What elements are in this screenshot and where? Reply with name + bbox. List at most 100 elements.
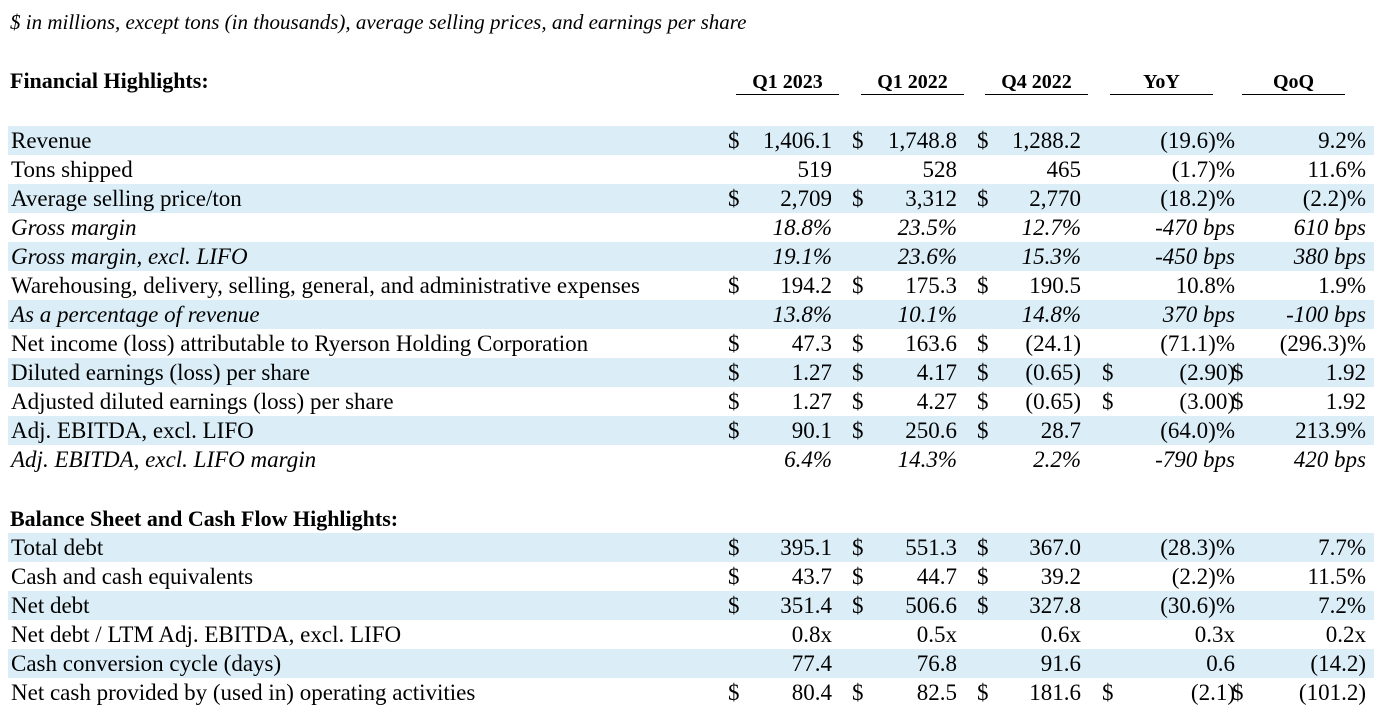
cell-value: 28.7	[1040, 418, 1081, 443]
dollar-sign: $	[977, 680, 989, 705]
col-header-q1-2022: Q1 2022	[861, 70, 964, 95]
table-row: Net debt / LTM Adj. EBITDA, excl. LIFO 0.…	[8, 620, 1374, 649]
cell-value: 181.6	[1029, 680, 1081, 705]
cell-value: 4.27	[916, 389, 957, 414]
cell-value: 380 bps	[1293, 244, 1366, 269]
dollar-sign: $	[852, 186, 864, 211]
row-label: Adj. EBITDA, excl. LIFO	[11, 418, 254, 443]
dollar-sign: $	[852, 418, 864, 443]
cell-value: 23.6%	[897, 244, 957, 269]
row-label: Tons shipped	[11, 157, 133, 182]
dollar-sign: $	[728, 680, 740, 705]
cell-value: 80.4	[791, 680, 832, 705]
cell-value: 1,288.2	[1012, 128, 1081, 153]
cell-value: 519	[797, 157, 833, 182]
table-row: Total debt $395.1 $551.3 $367.0 (28.3)% 7.7%	[8, 533, 1374, 562]
row-label: Gross margin, excl. LIFO	[11, 244, 248, 269]
cell-value: 175.3	[905, 273, 957, 298]
cell-value: 2,770	[1029, 186, 1081, 211]
cell-value: 528	[922, 157, 958, 182]
dollar-sign: $	[728, 360, 740, 385]
cell-value: (296.3)%	[1279, 331, 1366, 356]
row-label: Net cash provided by (used in) operating…	[11, 680, 476, 705]
cell-value: (3.00)	[1179, 389, 1235, 414]
table-row: Adj. EBITDA, excl. LIFO margin 6.4% 14.3% 2…	[8, 445, 1374, 474]
cell-value: 76.8	[916, 651, 957, 676]
cell-value: 14.3%	[897, 447, 957, 472]
cell-value: (18.2)%	[1160, 186, 1235, 211]
cell-value: 367.0	[1029, 535, 1081, 560]
dollar-sign: $	[1232, 680, 1244, 705]
dollar-sign: $	[852, 535, 864, 560]
row-label: Cash and cash equivalents	[11, 564, 254, 589]
cell-value: 1.27	[791, 360, 832, 385]
cell-value: 91.6	[1040, 651, 1081, 676]
table-row: Adjusted diluted earnings (loss) per sha…	[8, 387, 1374, 416]
row-label: Adjusted diluted earnings (loss) per sha…	[11, 389, 394, 414]
dollar-sign: $	[728, 128, 740, 153]
cell-value: (2.2)%	[1171, 564, 1235, 589]
cell-value: (2.1)	[1190, 680, 1235, 705]
cell-value: -100 bps	[1286, 302, 1366, 327]
cell-value: -470 bps	[1155, 215, 1235, 240]
cell-value: 18.8%	[772, 215, 832, 240]
row-label: Net debt / LTM Adj. EBITDA, excl. LIFO	[11, 622, 402, 647]
table-row: Net income (loss) attributable to Ryerso…	[8, 329, 1374, 358]
cell-value: 13.8%	[772, 302, 832, 327]
table-row: As a percentage of revenue 13.8% 10.1% 14.8…	[8, 300, 1374, 329]
table-row: Warehousing, delivery, selling, general,…	[8, 271, 1374, 300]
cell-value: 11.6%	[1307, 157, 1366, 182]
cell-value: 213.9%	[1295, 418, 1366, 443]
cell-value: 194.2	[780, 273, 832, 298]
cell-value: 0.5x	[916, 622, 957, 647]
cell-value: 7.7%	[1318, 535, 1366, 560]
cell-value: 15.3%	[1021, 244, 1081, 269]
cell-value: 7.2%	[1318, 593, 1366, 618]
row-label: Revenue	[11, 128, 92, 153]
dollar-sign: $	[728, 186, 740, 211]
cell-value: 4.17	[916, 360, 957, 385]
cell-value: 551.3	[905, 535, 957, 560]
col-header-yoy: YoY	[1110, 70, 1213, 95]
dollar-sign: $	[1232, 389, 1244, 414]
cell-value: -790 bps	[1155, 447, 1235, 472]
cell-value: 1.9%	[1318, 273, 1366, 298]
dollar-sign: $	[728, 418, 740, 443]
cell-value: 190.5	[1029, 273, 1081, 298]
cell-value: (71.1)%	[1160, 331, 1235, 356]
dollar-sign: $	[977, 535, 989, 560]
cell-value: 420 bps	[1293, 447, 1366, 472]
dollar-sign: $	[1102, 680, 1114, 705]
cell-value: (24.1)	[1025, 331, 1081, 356]
col-header-qoq: QoQ	[1242, 70, 1345, 95]
table-row: Average selling price/ton $2,709 $3,312 $2,…	[8, 184, 1374, 213]
dollar-sign: $	[977, 389, 989, 414]
table-row: Diluted earnings (loss) per share $1.27 $4…	[8, 358, 1374, 387]
cell-value: (30.6)%	[1160, 593, 1235, 618]
dollar-sign: $	[728, 593, 740, 618]
table-row: Net cash provided by (used in) operating…	[8, 678, 1374, 707]
table-row: Tons shipped 519 528 465 (1.7)% 11.6%	[8, 155, 1374, 184]
cell-value: 39.2	[1040, 564, 1081, 589]
cell-value: 506.6	[905, 593, 957, 618]
dollar-sign: $	[977, 418, 989, 443]
cell-value: 23.5%	[897, 215, 957, 240]
cell-value: 44.7	[916, 564, 957, 589]
cell-value: 43.7	[791, 564, 832, 589]
dollar-sign: $	[852, 564, 864, 589]
dollar-sign: $	[852, 389, 864, 414]
dollar-sign: $	[728, 564, 740, 589]
cell-value: (1.7)%	[1171, 157, 1235, 182]
row-label: Diluted earnings (loss) per share	[11, 360, 310, 385]
cell-value: 465	[1046, 157, 1082, 182]
cell-value: 14.8%	[1021, 302, 1081, 327]
cell-value: 82.5	[916, 680, 957, 705]
cell-value: 10.1%	[897, 302, 957, 327]
cell-value: (19.6)%	[1160, 128, 1235, 153]
row-label: Warehousing, delivery, selling, general,…	[11, 273, 640, 298]
dollar-sign: $	[1102, 389, 1114, 414]
dollar-sign: $	[852, 331, 864, 356]
dollar-sign: $	[852, 128, 864, 153]
dollar-sign: $	[977, 564, 989, 589]
cell-value: 2,709	[780, 186, 832, 211]
